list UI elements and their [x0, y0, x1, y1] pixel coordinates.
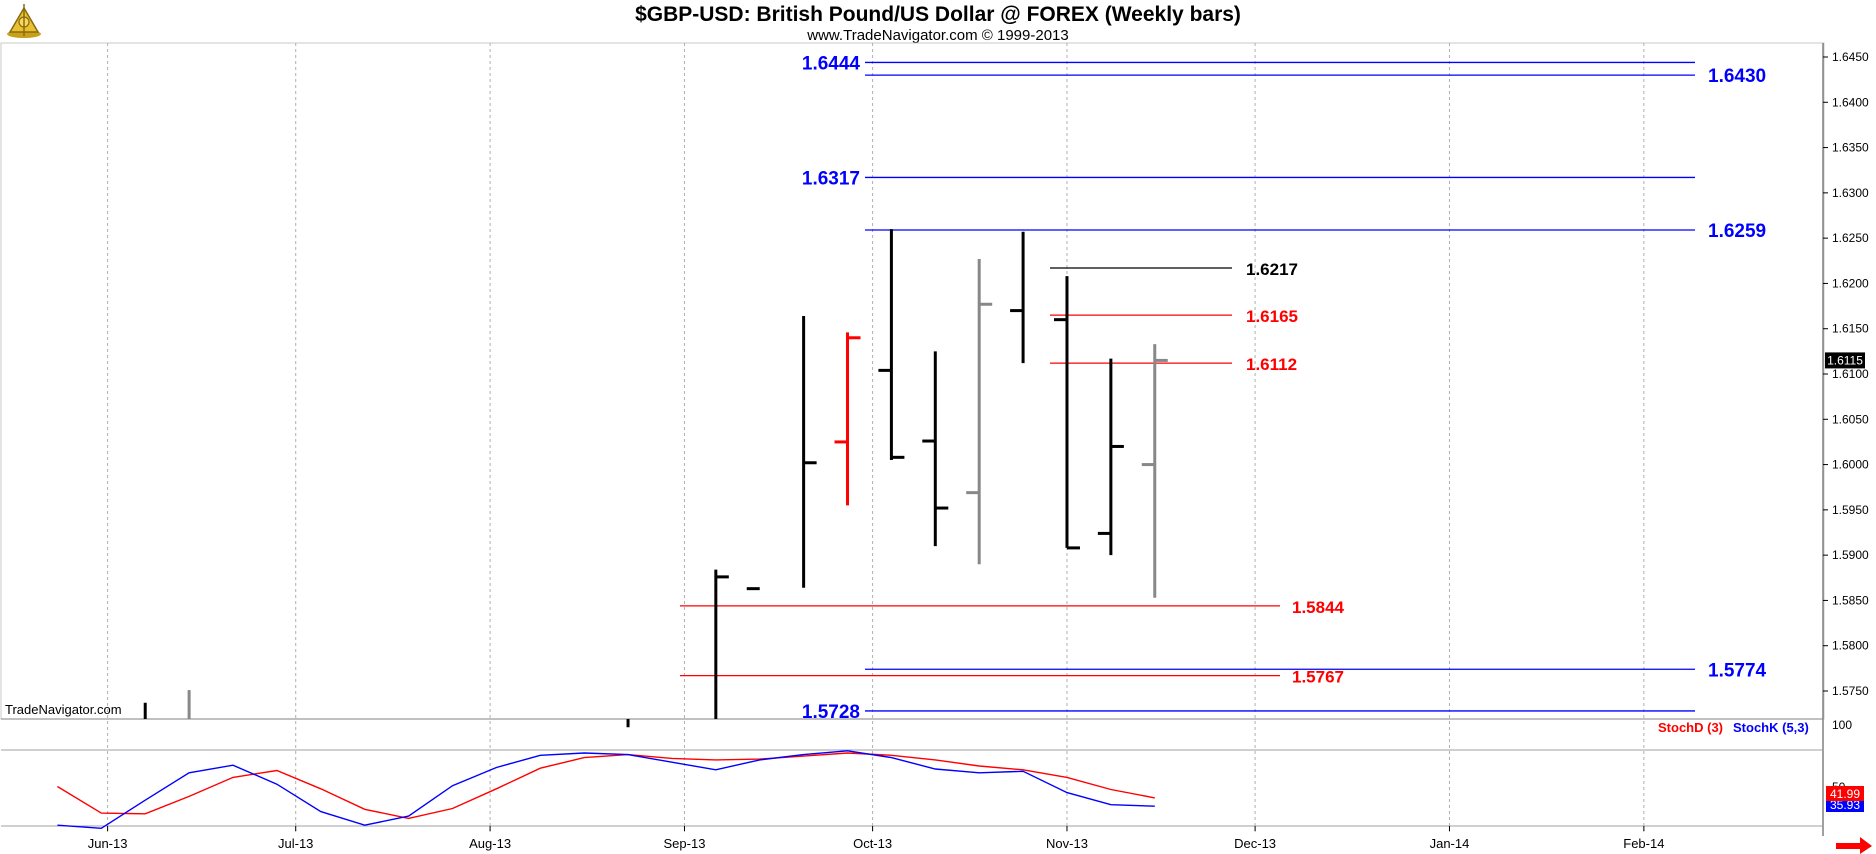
level-label-1.6430: 1.6430 — [1708, 66, 1766, 87]
month-tick-label: Nov-13 — [1046, 836, 1088, 851]
level-label-1.5767: 1.5767 — [1292, 668, 1344, 687]
price-tick-label: 1.6450 — [1832, 50, 1869, 64]
month-tick-label: Jul-13 — [278, 836, 313, 851]
ohlc-bar — [714, 569, 729, 719]
price-tick-label: 1.6050 — [1832, 412, 1869, 426]
month-tick-label: Jan-14 — [1430, 836, 1470, 851]
price-tick-label: 1.6350 — [1832, 141, 1869, 155]
ohlc-bar — [966, 258, 993, 565]
stoch-tick-100: 100 — [1832, 718, 1852, 732]
level-label-1.5728: 1.5728 — [802, 702, 860, 723]
month-tick-label: Oct-13 — [853, 836, 892, 851]
price-tick-label: 1.5750 — [1832, 684, 1869, 698]
month-tick-label: Aug-13 — [469, 836, 511, 851]
scroll-right-button[interactable] — [1836, 837, 1872, 854]
ohlc-bar — [922, 351, 949, 547]
stochd-line — [57, 752, 1155, 820]
price-levels: 1.6444 1.6430 1.6317 1.6259 1.6217 1.6165 1.61… — [680, 53, 1767, 723]
ohlc-bar — [1097, 358, 1124, 556]
last-price-badge: 1.6115 — [1825, 352, 1865, 369]
price-tick-label: 1.6250 — [1832, 231, 1869, 245]
level-label-1.6217: 1.6217 — [1246, 260, 1298, 279]
ohlc-bar — [1010, 231, 1025, 364]
price-tick-label: 1.6400 — [1832, 95, 1869, 109]
price-tick-label: 1.5800 — [1832, 639, 1869, 653]
ohlc-bars — [143, 229, 1168, 728]
gridlines — [107, 43, 1645, 834]
level-label-1.6444: 1.6444 — [802, 53, 861, 74]
price-tick-label: 1.6300 — [1832, 186, 1869, 200]
time-axis: Jun-13 Jul-13 Aug-13 Sep-13 Oct-13 Nov-13 Dec-… — [88, 826, 1664, 851]
stochk-line — [57, 750, 1155, 830]
logo — [7, 4, 41, 38]
level-label-1.5844: 1.5844 — [1292, 598, 1345, 617]
stochk-value-label: 35.93 — [1830, 798, 1860, 812]
level-label-1.6165: 1.6165 — [1246, 307, 1298, 326]
price-tick-label: 1.6100 — [1832, 367, 1869, 381]
right-arrow-icon — [1836, 837, 1872, 854]
price-tick-label: 1.6150 — [1832, 322, 1869, 336]
watermark: TradeNavigator.com — [5, 702, 122, 717]
price-tick-label: 1.6000 — [1832, 458, 1869, 472]
chart-title: $GBP-USD: British Pound/US Dollar @ FORE… — [635, 3, 1241, 26]
price-axis: 1.6450 1.6400 1.6350 1.6300 1.6250 1.6200 1.61… — [1823, 50, 1869, 698]
price-tick-label: 1.5950 — [1832, 503, 1869, 517]
ohlc-bar — [878, 229, 905, 461]
price-panel-frame — [0, 42, 1825, 720]
stochd-value-badge: 41.99 — [1826, 786, 1864, 801]
trade-navigator-sextant-logo-icon — [7, 4, 41, 38]
price-tick-label: 1.5900 — [1832, 548, 1869, 562]
level-label-1.5774: 1.5774 — [1708, 660, 1767, 681]
level-label-1.6112: 1.6112 — [1246, 355, 1297, 374]
ohlc-bar — [834, 332, 861, 506]
month-tick-label: Dec-13 — [1234, 836, 1276, 851]
price-tick-label: 1.6200 — [1832, 276, 1869, 290]
legend-stochd: StochD (3) — [1658, 720, 1723, 735]
last-price-label: 1.6115 — [1827, 353, 1863, 367]
stochastic-panel — [57, 750, 1155, 830]
legend-stochk: StochK (5,3) — [1733, 720, 1809, 735]
month-tick-label: Feb-14 — [1623, 836, 1664, 851]
month-tick-label: Sep-13 — [664, 836, 706, 851]
chart-subtitle: www.TradeNavigator.com © 1999-2013 — [806, 27, 1068, 44]
ohlc-bar — [1053, 276, 1080, 550]
price-tick-label: 1.5850 — [1832, 593, 1869, 607]
level-label-1.6259: 1.6259 — [1708, 221, 1766, 242]
month-tick-label: Jun-13 — [88, 836, 128, 851]
ohlc-bar — [1141, 344, 1168, 598]
ohlc-bar — [802, 316, 817, 588]
level-label-1.6317: 1.6317 — [802, 168, 860, 189]
stochd-value-label: 41.99 — [1830, 787, 1860, 801]
